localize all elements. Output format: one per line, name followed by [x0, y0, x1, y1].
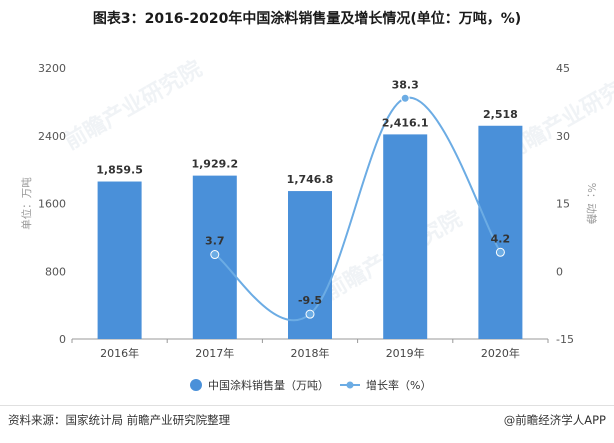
line-value-label: 3.7	[205, 235, 225, 248]
y2-tick-label: 45	[556, 62, 570, 75]
bar-value-label: 1,859.5	[96, 164, 143, 177]
y-axis-title: 单位：万吨	[20, 177, 33, 230]
watermark-text: 前瞻产业研究院	[60, 56, 206, 156]
bar-value-label: 2,518	[483, 108, 518, 121]
y-tick-label: 800	[45, 265, 66, 278]
line-value-label: 4.2	[491, 232, 511, 245]
y-tick-label: 3200	[38, 62, 66, 75]
bar	[478, 125, 523, 340]
bar-value-label: 1,929.2	[191, 158, 238, 171]
bar	[383, 134, 428, 339]
bar-value-label: 2,416.1	[382, 116, 429, 129]
line-point	[400, 93, 410, 103]
growth-line	[214, 96, 502, 322]
line-value-label: 38.3	[392, 78, 419, 91]
line-value-label: -9.5	[298, 294, 322, 307]
legend-bar-label: 中国涂料销售量（万吨）	[208, 378, 329, 392]
legend-line-marker	[346, 381, 354, 389]
y2-tick-label: 0	[556, 265, 563, 278]
x-tick-label: 2020年	[481, 346, 520, 360]
y-tick-label: 1600	[38, 198, 66, 211]
y2-tick-label: 15	[556, 198, 570, 211]
y2-tick-label: 30	[556, 130, 570, 143]
legend-bar-swatch	[190, 379, 202, 391]
data-labels: 1,859.5 1,929.2 1,746.8 2,416.1 2,518 3.7 -9.5…	[96, 78, 518, 307]
x-tick-label: 2018年	[291, 346, 330, 360]
line-point	[495, 247, 505, 257]
brand-note: @前瞻经济学人APP	[503, 413, 606, 427]
legend-line-label: 增长率（%）	[366, 378, 431, 392]
y2-tick-label: -15	[556, 333, 574, 346]
bar	[97, 181, 142, 339]
y-tick-label: 0	[59, 333, 66, 346]
watermark-layer: 前瞻产业研究院前瞻产业研究院前瞻产业研究院	[60, 56, 614, 306]
legend: 中国涂料销售量（万吨） 增长率（%）	[190, 378, 431, 392]
footer-divider	[0, 405, 614, 406]
y2-axis-title: %：动静	[585, 183, 598, 225]
axes: 0 800 1600 2400 3200 -15 0 15 30 45 2016年 2017年 2018…	[20, 62, 598, 360]
source-note: 资料来源：国家统计局 前瞻产业研究院整理	[8, 413, 231, 427]
bar-value-label: 1,746.8	[287, 173, 334, 186]
line-series	[210, 93, 505, 322]
x-tick-label: 2017年	[195, 346, 234, 360]
line-point	[305, 309, 315, 319]
line-point	[210, 250, 220, 260]
y-tick-label: 2400	[38, 130, 66, 143]
x-tick-label: 2016年	[100, 346, 139, 360]
chart-title: 图表3：2016-2020年中国涂料销售量及增长情况(单位：万吨，%)	[92, 11, 522, 27]
x-tick-label: 2019年	[386, 346, 425, 360]
